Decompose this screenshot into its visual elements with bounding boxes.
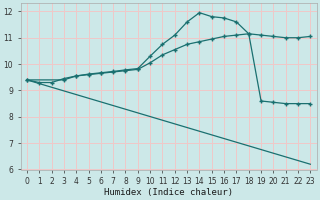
- X-axis label: Humidex (Indice chaleur): Humidex (Indice chaleur): [104, 188, 233, 197]
